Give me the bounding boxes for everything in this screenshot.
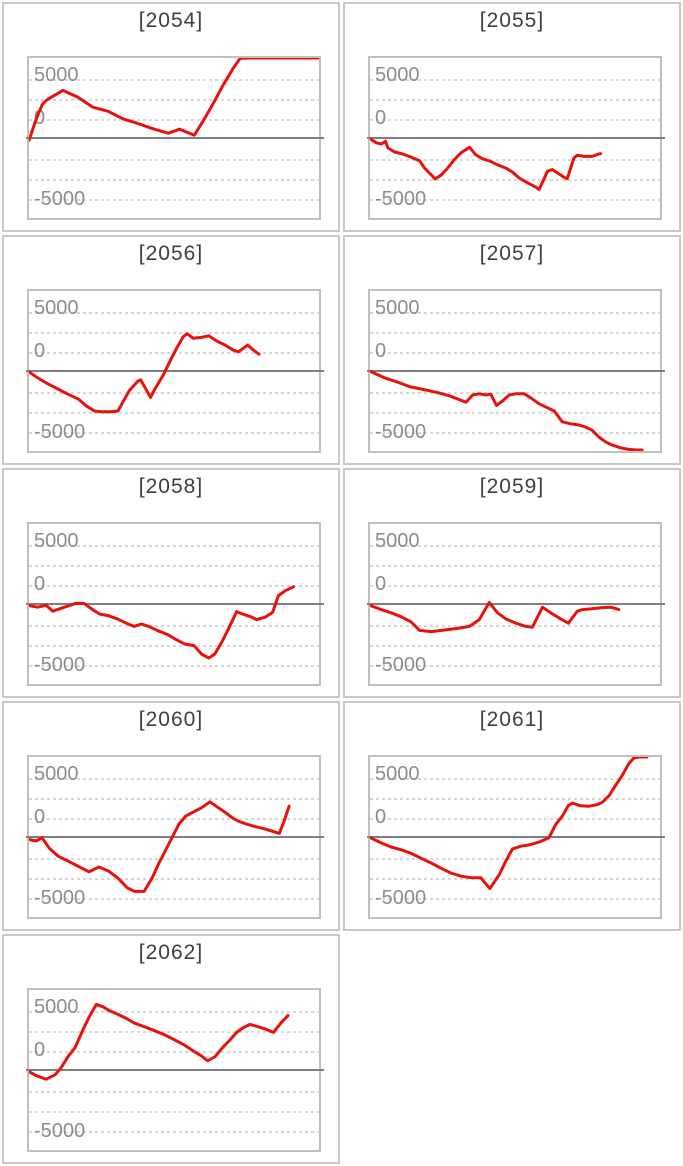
y-tick-label: 0: [34, 340, 46, 362]
y-tick-label: -5000: [375, 188, 427, 210]
slump-line-svg: [29, 332, 261, 414]
chart-panel-2056: [2056] 5000 0 -5000: [2, 235, 340, 465]
plot-area: 5000 0 -5000: [367, 522, 665, 686]
y-tick-label: -5000: [34, 421, 86, 443]
y-tick-label: 5000: [375, 64, 420, 86]
chart-panel-2057: [2057] 5000 0 -5000: [343, 235, 681, 465]
y-tick-label: -5000: [375, 421, 427, 443]
y-tick-label: -5000: [34, 1120, 86, 1142]
y-tick-label: -5000: [375, 887, 427, 909]
slump-line-svg: [370, 600, 621, 634]
y-tick-label: 0: [34, 1039, 46, 1061]
y-tick-label: -5000: [34, 654, 86, 676]
series-line: [29, 800, 291, 893]
plot-area: 5000 0 -5000: [26, 289, 324, 453]
slump-line-svg: [29, 1002, 290, 1081]
chart-panel-2060: [2060] 5000 0 -5000: [2, 701, 340, 931]
slump-line-svg: [29, 800, 291, 893]
series-line: [370, 137, 603, 192]
slump-line-svg: [29, 58, 319, 142]
slump-line-svg: [370, 370, 644, 451]
y-tick-label: -5000: [375, 654, 427, 676]
y-tick-label: -5000: [34, 887, 86, 909]
y-tick-label: 0: [34, 107, 46, 129]
chart-panel-2061: [2061] 5000 0 -5000: [343, 701, 681, 931]
series-line: [370, 370, 644, 451]
series-line: [370, 600, 621, 634]
series-line: [29, 585, 295, 660]
y-tick-label: 5000: [375, 297, 420, 319]
y-tick-label: 5000: [34, 996, 79, 1018]
plot-area: 5000 0 -5000: [367, 56, 665, 220]
y-tick-label: 5000: [34, 297, 79, 319]
chart-title: [2060]: [138, 708, 204, 731]
plot-area: 5000 0 -5000: [26, 988, 324, 1152]
y-tick-label: 0: [34, 573, 46, 595]
zero-axis-line: [26, 603, 324, 605]
zero-axis-line: [26, 836, 324, 838]
y-tick-label: 0: [375, 107, 387, 129]
zero-axis-line: [26, 1069, 324, 1071]
zero-axis-line: [367, 603, 665, 605]
chart-title: [2055]: [479, 9, 545, 32]
series-line: [29, 58, 319, 142]
series-line: [29, 1002, 290, 1081]
y-tick-label: 0: [375, 340, 387, 362]
chart-title: [2062]: [138, 941, 204, 964]
chart-title: [2061]: [479, 708, 545, 731]
zero-axis-line: [367, 836, 665, 838]
zero-axis-line: [26, 137, 324, 139]
chart-title: [2054]: [138, 9, 204, 32]
chart-panel-2059: [2059] 5000 0 -5000: [343, 468, 681, 698]
chart-title: [2059]: [479, 475, 545, 498]
y-tick-label: 5000: [375, 530, 420, 552]
y-tick-label: 5000: [34, 530, 79, 552]
zero-axis-line: [367, 370, 665, 372]
chart-title: [2056]: [138, 242, 204, 265]
slump-line-svg: [29, 585, 295, 660]
plot-area: 5000 0 -5000: [26, 755, 324, 919]
zero-axis-line: [367, 137, 665, 139]
y-tick-label: -5000: [34, 188, 86, 210]
chart-panel-2058: [2058] 5000 0 -5000: [2, 468, 340, 698]
chart-panel-2062: [2062] 5000 0 -5000: [2, 934, 340, 1164]
series-line: [370, 757, 649, 891]
chart-panel-2055: [2055] 5000 0 -5000: [343, 2, 681, 232]
y-tick-label: 0: [375, 573, 387, 595]
plot-area: 5000 0 -5000: [367, 289, 665, 453]
zero-axis-line: [26, 370, 324, 372]
plot-area: 5000 0 -5000: [26, 522, 324, 686]
y-tick-label: 5000: [375, 763, 420, 785]
plot-area: 5000 0 -5000: [367, 755, 665, 919]
slump-line-svg: [370, 757, 649, 891]
slump-line-svg: [370, 137, 603, 192]
series-line: [29, 332, 261, 414]
y-tick-label: 5000: [34, 763, 79, 785]
chart-title: [2057]: [479, 242, 545, 265]
chart-panel-2054: [2054] 5000 0 -5000: [2, 2, 340, 232]
plot-area: 5000 0 -5000: [26, 56, 324, 220]
y-tick-label: 5000: [34, 64, 79, 86]
y-tick-label: 0: [375, 806, 387, 828]
y-tick-label: 0: [34, 806, 46, 828]
chart-title: [2058]: [138, 475, 204, 498]
